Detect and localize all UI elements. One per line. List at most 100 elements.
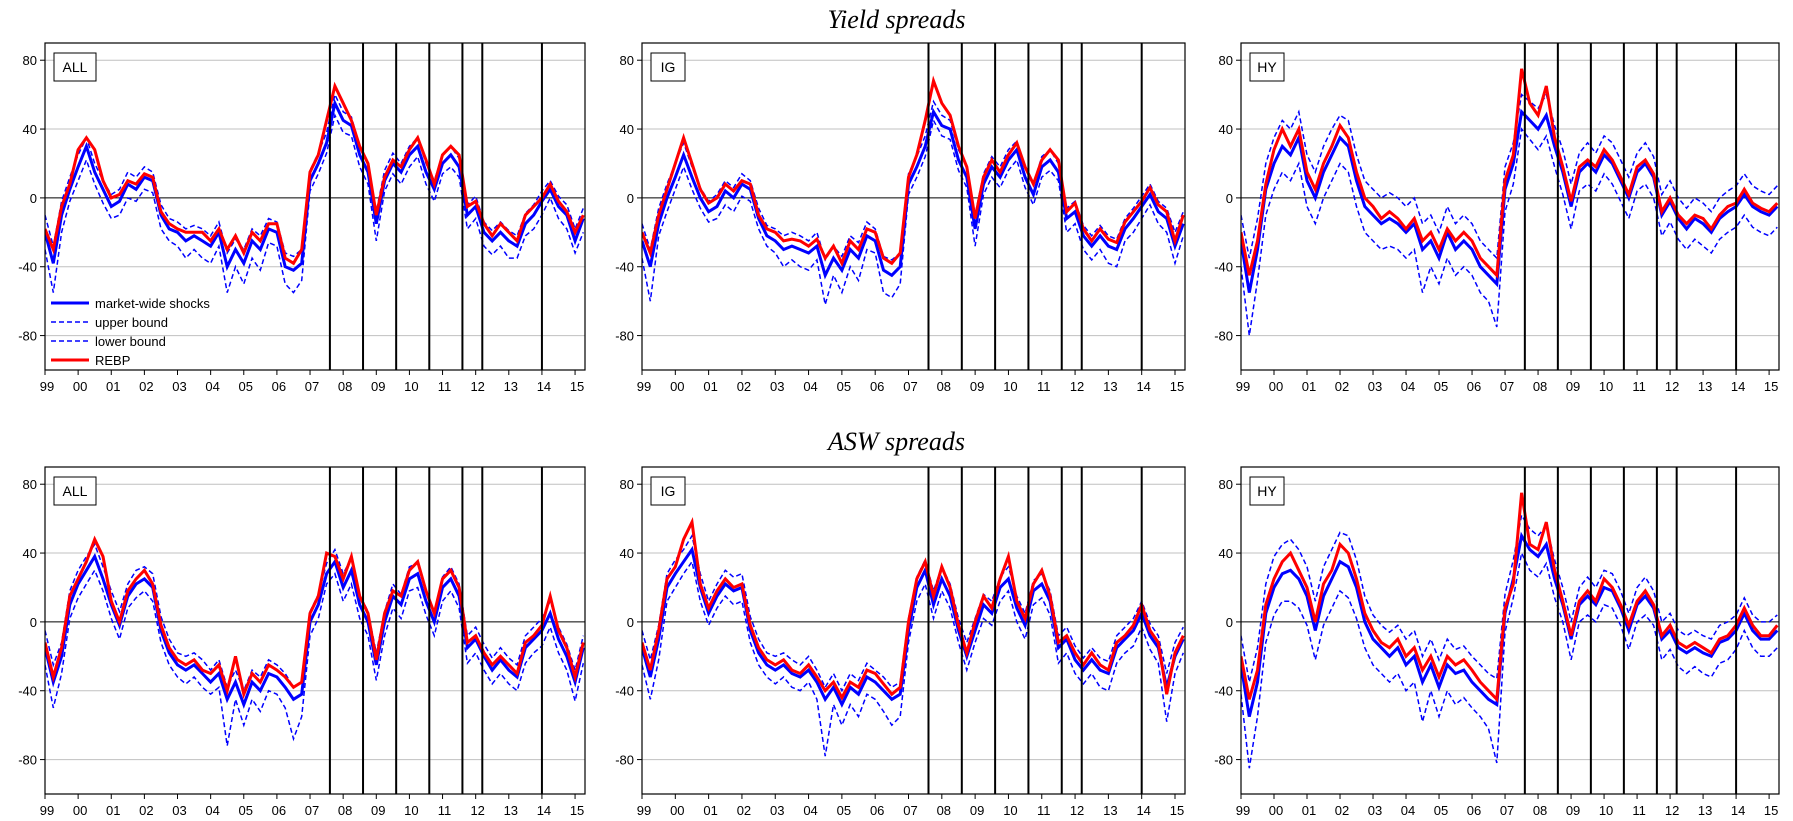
panel-yield-hy-xtick-label: 07 bbox=[1500, 379, 1514, 394]
panel-yield-hy-xtick-label: 09 bbox=[1566, 379, 1580, 394]
panel-yield-all-xtick-label: 11 bbox=[438, 379, 452, 394]
panel-yield-all-xtick-label: 05 bbox=[239, 379, 253, 394]
panel-asw-hy-xtick-label: 01 bbox=[1302, 803, 1316, 818]
panel-yield-hy-xtick-label: 14 bbox=[1731, 379, 1745, 394]
panel-yield-all-xtick-label: 00 bbox=[73, 379, 87, 394]
panel-yield-hy: 80 40 0 -40 -80 99 00 01 02 03 04 05 06 07 08 09 10 11 12 1… bbox=[1214, 42, 1780, 394]
panel-yield-hy-upper-bound-line bbox=[1241, 92, 1778, 260]
panel-yield-ig-xtick-label: 02 bbox=[737, 379, 751, 394]
panel-asw-ig-xtick-label: 12 bbox=[1070, 803, 1084, 818]
panel-asw-hy-xtick-label: 06 bbox=[1467, 803, 1481, 818]
panel-yield-all-xtick-label: 08 bbox=[338, 379, 352, 394]
panel-yield-hy-xtick-label: 08 bbox=[1533, 379, 1547, 394]
panel-yield-ig-xtick-label: 15 bbox=[1170, 379, 1184, 394]
panel-asw-ig-xtick-label: 10 bbox=[1003, 803, 1017, 818]
panel-asw-ig-xtick-label: 09 bbox=[970, 803, 984, 818]
panel-asw-ig-ytick-label: 40 bbox=[620, 546, 634, 561]
panel-yield-hy-xtick-label: 06 bbox=[1467, 379, 1481, 394]
panel-asw-all-xtick-label: 09 bbox=[371, 803, 385, 818]
panel-yield-all-lower-bound-line bbox=[45, 113, 584, 294]
panel-asw-hy-xtick-label: 00 bbox=[1269, 803, 1283, 818]
panel-yield-all-xtick-label: 12 bbox=[470, 379, 484, 394]
panel-asw-all-xtick-label: 10 bbox=[404, 803, 418, 818]
legend-label-3: REBP bbox=[95, 353, 130, 368]
panel-yield-ig-xtick-label: 13 bbox=[1103, 379, 1117, 394]
panel-asw-hy-market-wide-shocks-line bbox=[1241, 531, 1779, 717]
panel-yield-ig-xtick-label: 09 bbox=[970, 379, 984, 394]
panel-asw-hy-xtick-label: 99 bbox=[1236, 803, 1250, 818]
legend-label-1: upper bound bbox=[95, 315, 168, 330]
panel-asw-ig: 80 40 0 -40 -80 99 00 01 02 03 04 05 06 07 08 09 10 11 12 1… bbox=[615, 466, 1186, 818]
panel-asw-hy-frame bbox=[1240, 466, 1780, 795]
panel-yield-all-xtick-label: 14 bbox=[537, 379, 551, 394]
panel-yield-all-xtick-label: 10 bbox=[404, 379, 418, 394]
panel-asw-ig-ytick-label: 0 bbox=[627, 615, 634, 630]
panel-asw-all-xtick-label: 00 bbox=[73, 803, 87, 818]
panel-asw-all-ytick-label: -40 bbox=[18, 684, 37, 699]
panel-asw-ig-series bbox=[642, 516, 1185, 757]
panel-yield-hy-xtick-label: 10 bbox=[1599, 379, 1613, 394]
panel-yield-hy-market-wide-shocks-line bbox=[1241, 108, 1779, 293]
panel-asw-hy-xtick-label: 14 bbox=[1731, 803, 1745, 818]
legend-label-0: market-wide shocks bbox=[95, 296, 210, 311]
panel-asw-all: 80 40 0 -40 -80 99 00 01 02 03 04 05 06 07 08 09 10 11 12 1… bbox=[18, 466, 586, 818]
panel-yield-all-ytick-label: 80 bbox=[23, 53, 37, 68]
panel-asw-ig-xtick-label: 13 bbox=[1103, 803, 1117, 818]
panel-asw-ig-ytick-label: -80 bbox=[615, 753, 634, 768]
panel-asw-hy-ytick-label: 40 bbox=[1219, 546, 1233, 561]
panel-asw-ig-xtick-label: 05 bbox=[837, 803, 851, 818]
panel-yield-ig-xtick-label: 00 bbox=[670, 379, 684, 394]
panel-yield-all-ytick-label: 40 bbox=[23, 122, 37, 137]
panel-asw-ig-ytick-label: 80 bbox=[620, 477, 634, 492]
panel-asw-ig-rebp-line bbox=[642, 516, 1185, 701]
panel-asw-hy-label-box bbox=[1249, 476, 1285, 506]
panel-yield-all-series bbox=[45, 81, 585, 294]
panel-asw-all-xtick-label: 04 bbox=[205, 803, 219, 818]
panel-yield-all-xtick-label: 04 bbox=[205, 379, 219, 394]
panel-asw-ig-market-wide-shocks-line bbox=[642, 545, 1185, 708]
panel-asw-hy-ytick-label: 0 bbox=[1226, 615, 1233, 630]
panel-yield-ig-xtick-label: 04 bbox=[803, 379, 817, 394]
panel-asw-hy-ytick-label: 80 bbox=[1219, 477, 1233, 492]
panel-asw-all-label-box bbox=[53, 476, 97, 506]
panel-yield-hy-xtick-label: 00 bbox=[1269, 379, 1283, 394]
panel-yield-all-xtick-label: 02 bbox=[139, 379, 153, 394]
panel-asw-ig-xtick-label: 04 bbox=[803, 803, 817, 818]
panel-asw-all-xtick-label: 15 bbox=[570, 803, 584, 818]
panel-yield-all-xtick-label: 07 bbox=[305, 379, 319, 394]
panel-asw-hy-xtick-label: 13 bbox=[1698, 803, 1712, 818]
panel-yield-all-label-box bbox=[53, 52, 97, 82]
panel-asw-hy-ytick-label: -80 bbox=[1214, 753, 1233, 768]
panel-asw-all-xtick-label: 02 bbox=[139, 803, 153, 818]
panel-asw-ig-lower-bound-line bbox=[642, 559, 1184, 757]
panel-yield-all: 80 40 0 -40 -80 99 00 01 02 03 04 05 06 07 08 09 10 11 12 1… bbox=[18, 42, 586, 394]
panel-asw-hy: 80 40 0 -40 -80 99 00 01 02 03 04 05 06 07 08 09 10 11 12 1… bbox=[1214, 466, 1780, 818]
panel-yield-hy-xtick-label: 13 bbox=[1698, 379, 1712, 394]
panel-asw-hy-lower-bound-line bbox=[1241, 550, 1778, 769]
panel-asw-all-rebp-line bbox=[45, 535, 585, 700]
panel-asw-all-series bbox=[45, 535, 585, 746]
panel-yield-ig-xtick-label: 06 bbox=[870, 379, 884, 394]
panel-yield-ig: 80 40 0 -40 -80 99 00 01 02 03 04 05 06 07 08 09 10 11 12 1… bbox=[615, 42, 1186, 394]
panel-asw-all-lower-bound-line bbox=[45, 568, 585, 746]
panel-yield-hy-xtick-label: 05 bbox=[1434, 379, 1448, 394]
panel-asw-ig-xtick-label: 00 bbox=[670, 803, 684, 818]
legend: market-wide shocks upper bound lower bound… bbox=[51, 296, 210, 368]
panel-yield-ig-ytick-label: -40 bbox=[615, 260, 634, 275]
panel-asw-hy-rebp-line bbox=[1241, 492, 1779, 703]
panel-asw-hy-xtick-label: 03 bbox=[1368, 803, 1382, 818]
panel-asw-ig-xtick-label: 07 bbox=[903, 803, 917, 818]
panel-yield-hy-xtick-label: 01 bbox=[1302, 379, 1316, 394]
panel-asw-hy-xtick-label: 15 bbox=[1764, 803, 1778, 818]
asw-spreads-title: ASW spreads bbox=[828, 427, 965, 456]
panel-asw-ig-ytick-label: -40 bbox=[615, 684, 634, 699]
panel-yield-ig-xtick-label: 07 bbox=[903, 379, 917, 394]
panel-yield-hy-xtick-label: 99 bbox=[1236, 379, 1250, 394]
panel-yield-all-ytick-label: -40 bbox=[18, 260, 37, 275]
panel-asw-all-xtick-label: 01 bbox=[106, 803, 120, 818]
panel-asw-all-xtick-label: 05 bbox=[239, 803, 253, 818]
panel-asw-all-label: ALL bbox=[63, 483, 88, 499]
panel-asw-hy-xtick-label: 08 bbox=[1533, 803, 1547, 818]
panel-yield-hy-xtick-label: 12 bbox=[1665, 379, 1679, 394]
panel-asw-ig-label: IG bbox=[661, 483, 676, 499]
